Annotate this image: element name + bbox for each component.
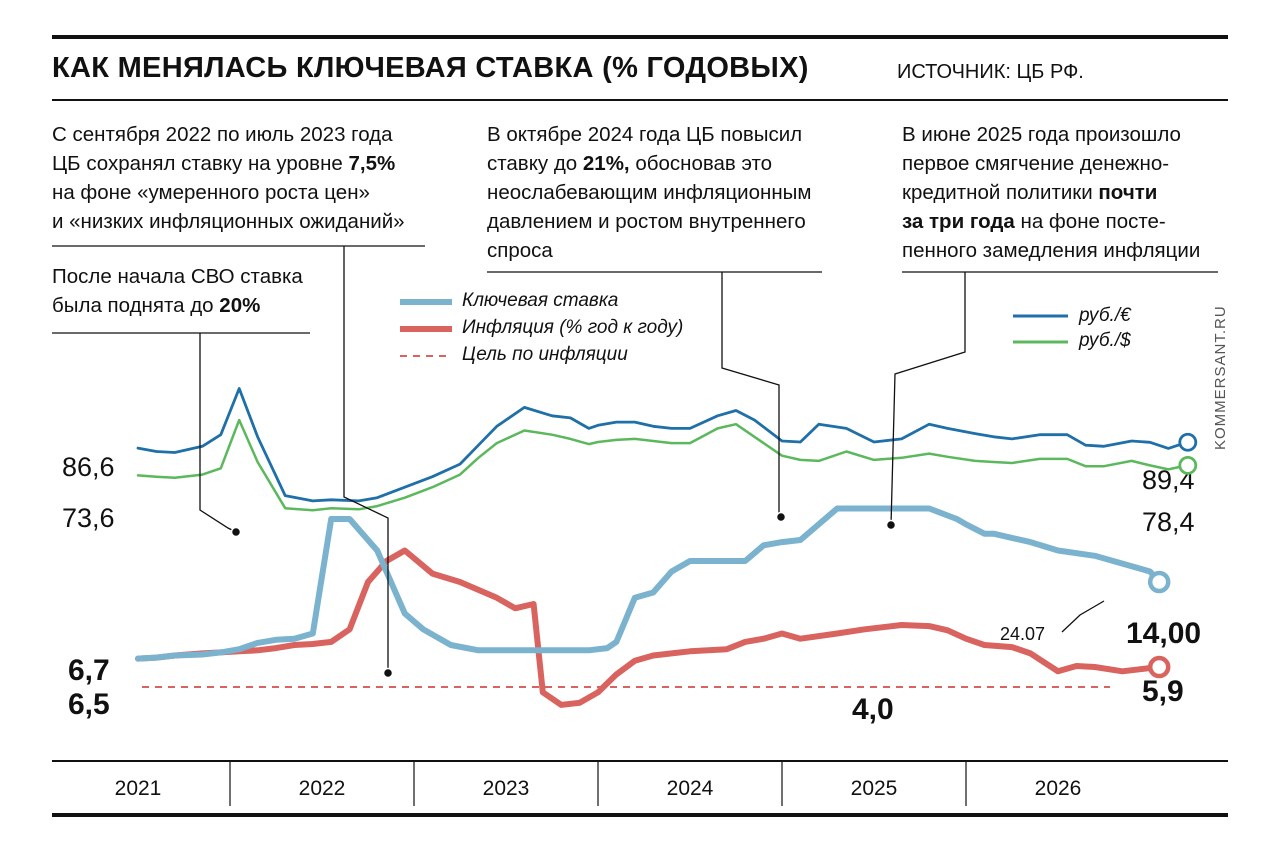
eur-end-marker — [1178, 432, 1198, 452]
legend-inflation: Инфляция (% год к году) — [462, 317, 684, 338]
annotation-anchor-dot — [382, 667, 394, 679]
key-end-label: 14,00 — [1126, 617, 1202, 650]
annotation-anchor-dot — [885, 519, 897, 531]
chart-title: КАК МЕНЯЛАСЬ КЛЮЧЕВАЯ СТАВКА (% ГОДОВЫХ) — [52, 52, 809, 84]
usd-end-label: 78,4 — [1142, 507, 1195, 537]
key-start-label: 6,7 — [68, 654, 110, 687]
usd-start-label: 73,6 — [62, 503, 115, 533]
note-svo: После начала СВО ставка была поднята до … — [52, 265, 303, 317]
key-rate-end-marker — [1147, 570, 1171, 594]
note-svo-leader — [199, 333, 237, 533]
series-eur-line — [136, 387, 1189, 503]
note-2025-leader — [890, 272, 966, 526]
note-2022-leader — [343, 246, 389, 673]
usd-end-marker — [1178, 455, 1198, 475]
date-end-label: 24.07 — [1000, 624, 1046, 644]
source-label: ИСТОЧНИК: ЦБ РФ. — [897, 61, 1084, 83]
x-tick-label: 2023 — [482, 777, 530, 800]
x-tick-label: 2026 — [1034, 777, 1082, 800]
date-callout-leader — [1061, 600, 1105, 633]
x-tick-label: 2022 — [298, 777, 346, 800]
annotation-anchor-dot — [775, 511, 787, 523]
legend-eur: руб./€ — [1079, 305, 1131, 326]
infl-end-label: 5,9 — [1142, 675, 1184, 708]
legend-target: Цель по инфляции — [462, 344, 628, 365]
x-tick-label: 2025 — [850, 777, 898, 800]
note-october-2024: В октябре 2024 года ЦБ повысил ставку до… — [487, 123, 812, 262]
infl-start-label: 6,5 — [68, 688, 110, 721]
series-inflation-line — [135, 547, 1163, 708]
legend-usd: руб./$ — [1079, 330, 1131, 351]
inflation-end-marker — [1147, 655, 1171, 679]
note-june-2025: В июне 2025 года произошло первое смягче… — [902, 123, 1201, 262]
note-2024-leader — [721, 272, 780, 517]
target-label: 4,0 — [848, 693, 898, 727]
x-tick-label: 2024 — [666, 777, 714, 800]
axis-top-rule — [52, 760, 1228, 762]
top-rule — [52, 35, 1228, 39]
eur-start-label: 86,6 — [62, 452, 115, 482]
note-2022-2023: С сентября 2022 по июль 2023 года ЦБ сох… — [52, 123, 405, 233]
legend-key-rate: Ключевая ставка — [462, 290, 619, 311]
annotation-anchor-dot — [230, 526, 242, 538]
bottom-rule — [52, 813, 1228, 817]
series-key-rate-line — [135, 505, 1163, 662]
x-tick-label: 2021 — [114, 777, 162, 800]
header-rule — [52, 99, 1228, 101]
series-usd-line — [136, 418, 1189, 512]
